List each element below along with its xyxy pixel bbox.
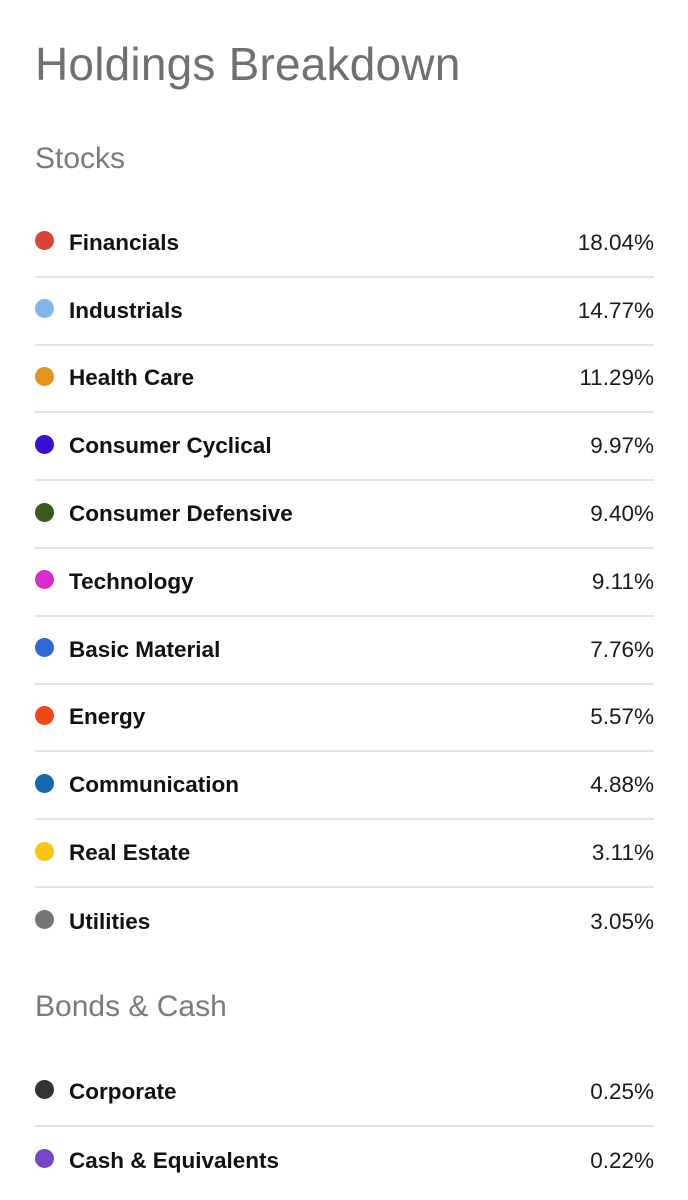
page-title: Holdings Breakdown — [35, 38, 461, 90]
holding-row-communication: Communication 4.88% — [35, 752, 654, 821]
real-estate-color-dot-icon — [35, 841, 54, 861]
holding-percentage: 3.11% — [591, 840, 654, 866]
holding-percentage: 11.29% — [579, 365, 654, 391]
holding-percentage: 0.25% — [590, 1078, 654, 1104]
holding-label: Corporate — [69, 1078, 177, 1104]
industrials-color-dot-icon — [35, 299, 54, 319]
holding-percentage: 18.04% — [577, 229, 654, 255]
holding-label: Financials — [69, 229, 180, 255]
basic-material-color-dot-icon — [35, 638, 54, 658]
holding-row-real-estate: Real Estate 3.11% — [35, 820, 654, 888]
holding-row-cash-equivalents: Cash & Equivalents 0.22% — [35, 1127, 654, 1195]
holding-label: Real Estate — [69, 840, 191, 866]
holding-label: Industrials — [69, 297, 183, 323]
technology-color-dot-icon — [35, 570, 54, 590]
holding-label: Consumer Defensive — [69, 501, 293, 527]
holding-label: Utilities — [69, 908, 151, 934]
holding-percentage: 9.97% — [590, 433, 654, 459]
holding-row-technology: Technology 9.11% — [35, 549, 654, 617]
bonds-cash-list: Corporate 0.25% Cash & Equivalents 0.22% — [35, 1059, 654, 1195]
holding-row-energy: Energy 5.57% — [35, 685, 654, 753]
holding-percentage: 14.77% — [577, 297, 654, 323]
holding-row-health-care: Health Care 11.29% — [35, 346, 654, 414]
energy-color-dot-icon — [35, 705, 54, 725]
holding-label: Health Care — [69, 365, 195, 391]
holding-label: Communication — [69, 772, 240, 798]
utilities-color-dot-icon — [35, 910, 54, 930]
holding-row-corporate: Corporate 0.25% — [35, 1059, 654, 1127]
holding-percentage: 4.88% — [590, 772, 654, 798]
holding-row-industrials: Industrials 14.77% — [35, 278, 654, 346]
holding-percentage: 3.05% — [590, 908, 654, 934]
holding-label: Consumer Cyclical — [69, 433, 272, 459]
cash-equivalents-color-dot-icon — [35, 1149, 54, 1169]
holding-percentage: 9.40% — [590, 501, 654, 527]
communication-color-dot-icon — [35, 773, 54, 793]
consumer-cyclical-color-dot-icon — [35, 434, 54, 454]
holding-percentage: 9.11% — [591, 568, 654, 594]
holding-label: Basic Material — [69, 636, 221, 662]
financials-color-dot-icon — [35, 231, 54, 251]
stocks-section-title: Stocks — [35, 142, 126, 175]
holding-label: Cash & Equivalents — [69, 1147, 280, 1173]
holding-percentage: 5.57% — [590, 704, 654, 730]
bonds-cash-section-title: Bonds & Cash — [35, 990, 227, 1023]
stocks-list: Financials 18.04% Industrials 14.77% Hea… — [35, 210, 654, 956]
health-care-color-dot-icon — [35, 366, 54, 386]
holding-row-utilities: Utilities 3.05% — [35, 888, 654, 956]
consumer-defensive-color-dot-icon — [35, 502, 54, 522]
corporate-color-dot-icon — [35, 1080, 54, 1100]
holding-row-consumer-defensive: Consumer Defensive 9.40% — [35, 481, 654, 549]
holding-label: Energy — [69, 704, 146, 730]
holding-row-consumer-cyclical: Consumer Cyclical 9.97% — [35, 413, 654, 482]
holding-percentage: 0.22% — [590, 1147, 654, 1173]
holding-percentage: 7.76% — [590, 636, 654, 662]
holding-label: Technology — [69, 568, 194, 594]
holding-row-basic-material: Basic Material 7.76% — [35, 617, 654, 685]
holding-row-financials: Financials 18.04% — [35, 210, 654, 278]
